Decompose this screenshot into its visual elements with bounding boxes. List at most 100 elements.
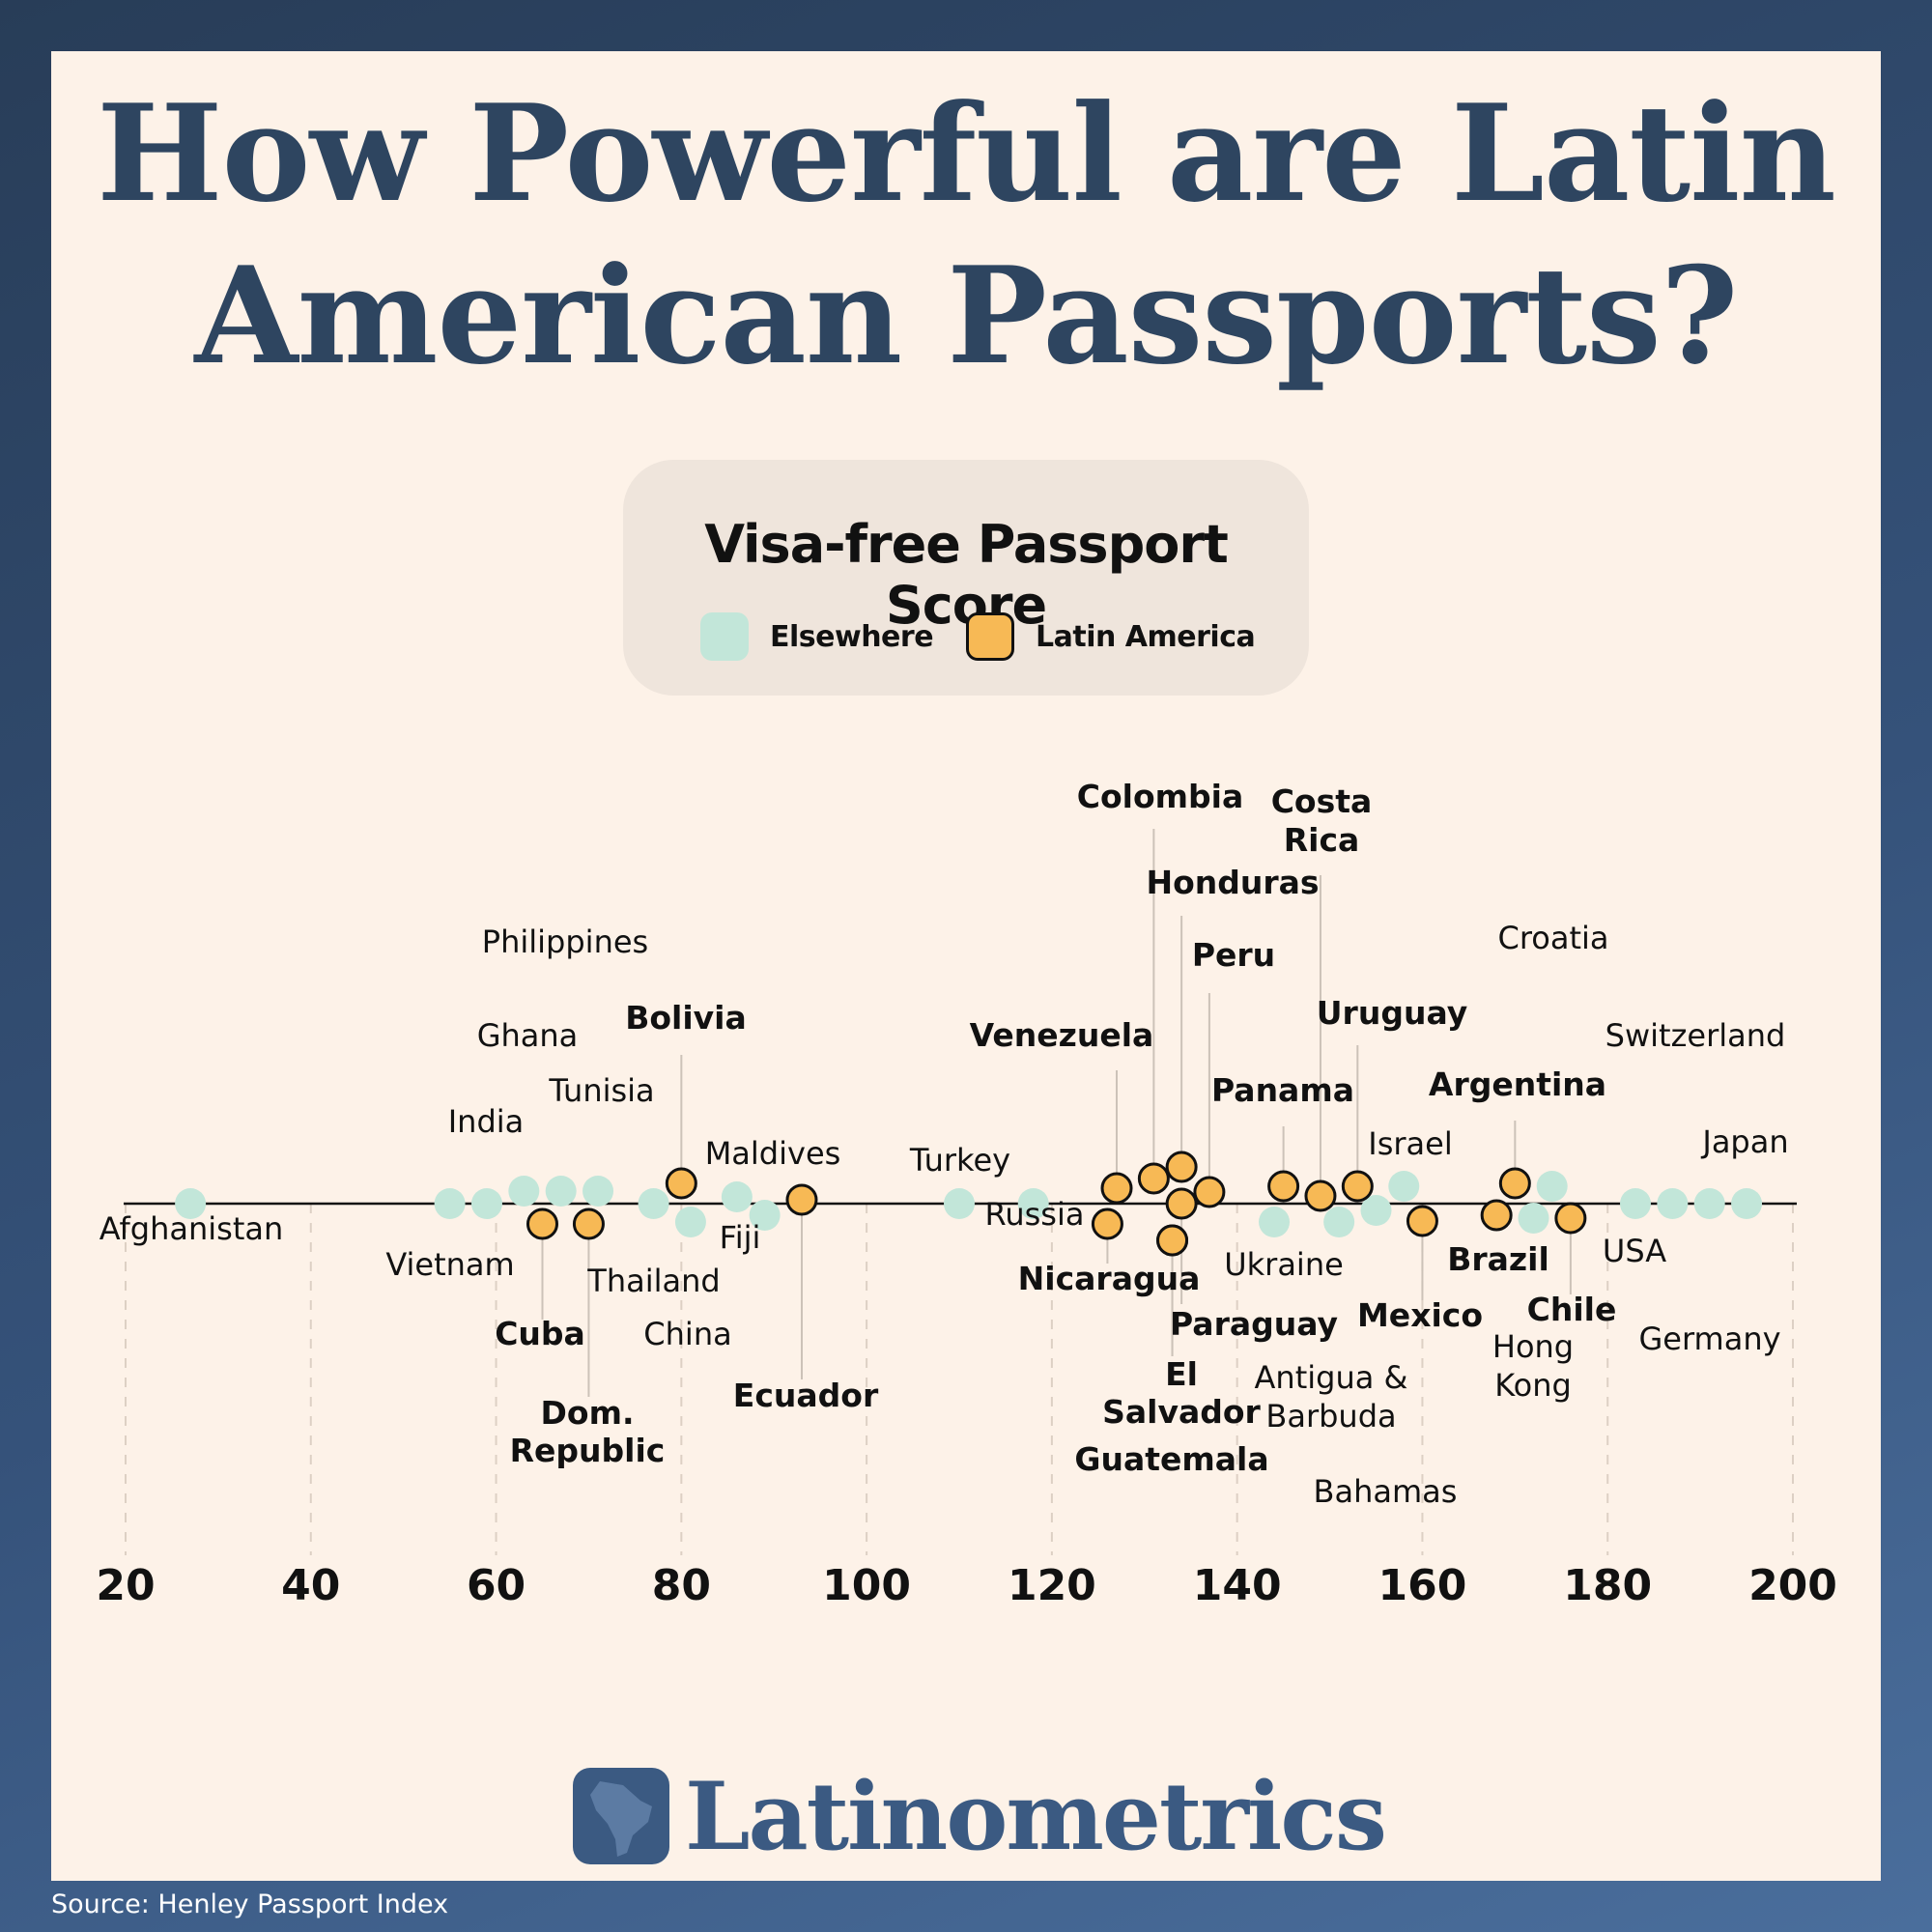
point-israel bbox=[1388, 1171, 1420, 1202]
point-maldives bbox=[721, 1181, 753, 1212]
label-japan: Japan bbox=[1700, 1123, 1788, 1160]
point-croatia bbox=[1536, 1171, 1568, 1202]
point-mexico bbox=[1406, 1205, 1438, 1237]
label-germany: Germany bbox=[1638, 1321, 1780, 1357]
label-brazil: Brazil bbox=[1447, 1240, 1549, 1278]
point-cuba bbox=[526, 1208, 558, 1240]
legend-item-elsewhere: Elsewhere bbox=[700, 610, 934, 664]
label-paraguay: Paraguay bbox=[1170, 1305, 1338, 1343]
point-vietnam bbox=[470, 1188, 502, 1219]
legend-swatch-latin-america bbox=[966, 612, 1014, 661]
brand-logo-icon bbox=[573, 1768, 669, 1864]
label-venezuela: Venezuela bbox=[970, 1016, 1154, 1054]
point-germany bbox=[1693, 1188, 1725, 1219]
point-uruguay bbox=[1341, 1170, 1374, 1203]
label-colombia: Colombia bbox=[1077, 778, 1243, 815]
label-panama: Panama bbox=[1211, 1071, 1354, 1109]
label-philippines: Philippines bbox=[482, 923, 648, 960]
label-israel: Israel bbox=[1368, 1125, 1452, 1162]
point-bolivia bbox=[665, 1167, 697, 1200]
point-afghanistan bbox=[175, 1188, 207, 1219]
x-tick-label-140: 140 bbox=[1193, 1561, 1282, 1610]
point-nicaragua bbox=[1091, 1208, 1123, 1240]
label-ghana: Ghana bbox=[477, 1017, 579, 1054]
label-bolivia: Bolivia bbox=[625, 999, 747, 1037]
x-tick-label-80: 80 bbox=[652, 1561, 711, 1610]
label-cuba: Cuba bbox=[495, 1315, 585, 1352]
point-india bbox=[434, 1188, 466, 1219]
x-tick-label-200: 200 bbox=[1748, 1561, 1837, 1610]
label-el-salvador: El Salvador bbox=[1102, 1355, 1261, 1431]
label-maldives: Maldives bbox=[705, 1135, 841, 1172]
label-uruguay: Uruguay bbox=[1317, 994, 1467, 1032]
x-tick-label-160: 160 bbox=[1378, 1561, 1467, 1610]
label-nicaragua: Nicaragua bbox=[1018, 1260, 1201, 1297]
point-thailand bbox=[638, 1188, 669, 1219]
label-tunisia: Tunisia bbox=[548, 1072, 654, 1109]
x-tick-labels: 20 40 60 80 100 120 140 160 180 200 bbox=[96, 1561, 1837, 1610]
chart-panel bbox=[51, 51, 1881, 1881]
legend-swatch-elsewhere bbox=[700, 612, 749, 661]
legend: Visa-free Passport Score Elsewhere Latin… bbox=[623, 460, 1309, 696]
source-note: Source: Henley Passport Index bbox=[51, 1889, 449, 1919]
chart-title: How Powerful are Latin American Passport… bbox=[97, 74, 1836, 394]
point-chile bbox=[1554, 1202, 1587, 1235]
point-russia bbox=[1017, 1188, 1049, 1219]
point-costa-rica bbox=[1304, 1179, 1337, 1212]
x-tick-label-120: 120 bbox=[1008, 1561, 1096, 1610]
point-brazil bbox=[1480, 1199, 1513, 1232]
point-bahamas bbox=[1360, 1195, 1392, 1226]
label-honduras: Honduras bbox=[1146, 864, 1319, 901]
label-ecuador: Ecuador bbox=[733, 1377, 879, 1414]
point-guatemala bbox=[1156, 1224, 1189, 1257]
brand-name: Latinometrics bbox=[685, 1761, 1387, 1871]
label-argentina: Argentina bbox=[1429, 1065, 1606, 1103]
label-peru: Peru bbox=[1192, 936, 1275, 974]
point-ecuador bbox=[785, 1183, 818, 1216]
point-switzerland bbox=[1657, 1188, 1689, 1219]
brand: Latinometrics bbox=[573, 1761, 1387, 1871]
label-switzerland: Switzerland bbox=[1605, 1017, 1786, 1054]
point-panama bbox=[1267, 1170, 1300, 1203]
point-venezuela bbox=[1100, 1172, 1133, 1205]
point-argentina bbox=[1498, 1167, 1531, 1200]
point-tunisia bbox=[582, 1176, 614, 1207]
label-china: China bbox=[643, 1316, 731, 1352]
legend-item-latin-america: Latin America bbox=[966, 610, 1256, 664]
label-afghanistan: Afghanistan bbox=[99, 1210, 284, 1247]
x-tick-label-60: 60 bbox=[467, 1561, 526, 1610]
x-tick-label-100: 100 bbox=[822, 1561, 911, 1610]
point-philippines bbox=[545, 1176, 577, 1207]
label-hong-kong: Hong Kong bbox=[1492, 1328, 1574, 1404]
grid-lines bbox=[125, 1204, 1794, 1555]
label-costa-rica: Costa Rica bbox=[1271, 782, 1373, 859]
x-tick-label-40: 40 bbox=[281, 1561, 340, 1610]
label-bahamas: Bahamas bbox=[1314, 1473, 1458, 1510]
leader-lines bbox=[541, 829, 1572, 1397]
label-russia: Russia bbox=[985, 1196, 1085, 1233]
legend-title: Visa-free Passport Score bbox=[704, 514, 1229, 636]
point-paraguay bbox=[1165, 1187, 1198, 1220]
label-turkey: Turkey bbox=[909, 1142, 1010, 1179]
data-points bbox=[175, 1151, 1763, 1257]
point-honduras bbox=[1165, 1151, 1198, 1183]
legend-label-elsewhere: Elsewhere bbox=[770, 619, 934, 654]
point-hong-kong bbox=[1518, 1203, 1549, 1234]
label-usa: USA bbox=[1603, 1233, 1666, 1269]
x-tick-label-180: 180 bbox=[1563, 1561, 1652, 1610]
legend-label-latin-america: Latin America bbox=[1036, 619, 1256, 654]
x-tick-label-20: 20 bbox=[96, 1561, 155, 1610]
point-labels: Afghanistan India Vietnam Ghana Philippines T… bbox=[99, 778, 1789, 1510]
label-thailand: Thailand bbox=[586, 1263, 720, 1299]
label-antigua-barbuda: Antigua & Barbuda bbox=[1255, 1359, 1408, 1435]
label-guatemala: Guatemala bbox=[1074, 1440, 1268, 1478]
point-turkey bbox=[944, 1188, 975, 1219]
point-dom-republic bbox=[572, 1208, 605, 1240]
point-peru bbox=[1193, 1176, 1226, 1208]
label-dom-republic: Dom. Republic bbox=[510, 1394, 666, 1469]
label-ukraine: Ukraine bbox=[1224, 1246, 1344, 1283]
label-croatia: Croatia bbox=[1497, 920, 1608, 956]
point-ghana bbox=[508, 1176, 540, 1207]
label-fiji: Fiji bbox=[720, 1219, 761, 1256]
